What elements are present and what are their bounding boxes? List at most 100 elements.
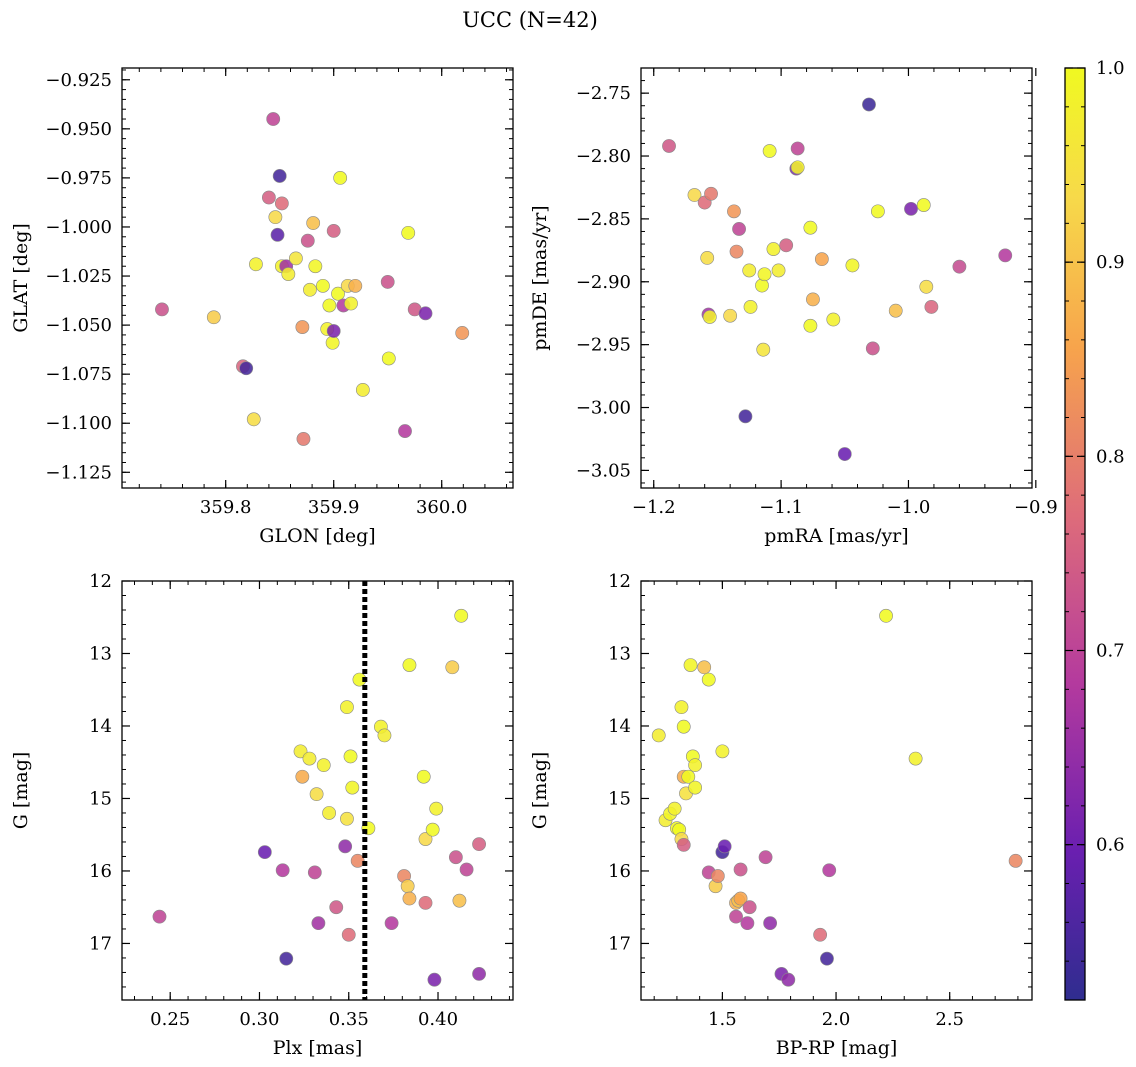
data-point [888,303,903,318]
data-point [738,409,753,424]
data-point [268,210,283,225]
x-tick-label: −0.9 [1014,497,1058,518]
x-tick-label: 1.5 [708,1009,737,1030]
data-point [316,278,330,293]
y-axis-label: GLAT [deg] [10,223,32,333]
colorbar: 0.6 0.7 0.8 0.9 1.0 [1064,58,1125,1001]
y-tick-label: 15 [89,788,112,809]
data-point [427,972,442,987]
data-point [322,806,337,820]
data-point [300,233,315,248]
data-point [700,250,715,265]
y-axis-label: G [mag] [10,752,32,830]
x-tick-label: 0.25 [150,1009,190,1030]
data-point [715,744,730,759]
data-point [400,879,415,894]
data-point [727,204,741,219]
y-tick-label: 13 [608,643,631,664]
data-point [845,258,860,273]
data-point [687,188,702,202]
y-tick-label: −2.90 [576,272,631,293]
minor-ticks [641,67,1032,488]
data-point [803,220,818,235]
data-point [384,916,399,931]
data-point [452,893,467,908]
data-point [326,223,341,238]
y-tick-label: −0.950 [45,119,112,140]
x-tick-label: −1.2 [632,497,676,518]
colorbar-tick-label: 0.8 [1096,446,1125,467]
data-point [766,242,781,256]
data-point [152,909,167,924]
colorbar-gradient [1065,68,1085,1000]
data-point [402,658,417,672]
data-point [306,216,321,230]
colorbar-tick-label: 0.7 [1096,641,1125,662]
data-point [206,310,221,325]
x-tick-label: 2.0 [822,1009,851,1030]
data-point [401,225,416,240]
data-point [676,837,691,852]
data-point [418,895,433,910]
data-point [261,190,276,205]
scatter-panel-2: −1.2 −1.1 −1.0 −0.9 −2.75 −2.80 −2.85 −2.90 −2.9… [529,67,1058,547]
scatter-panel-1: 359.8 359.9 360.0 −0.925 −0.950 −0.975 −1.000 −… [10,67,514,547]
data-point [295,320,310,334]
data-point [702,310,717,324]
data-point [338,839,353,854]
data-point [246,412,261,427]
data-point [688,758,703,773]
data-point [311,916,326,931]
data-point [814,252,829,267]
y-tick-label: 13 [89,643,112,664]
data-point [779,238,794,253]
data-point [756,342,771,357]
x-tick-label: 2.5 [935,1009,964,1030]
data-point [710,869,725,883]
data-point [683,658,698,672]
data-point [662,139,676,153]
y-tick-label: −1.025 [45,266,112,287]
y-axis-label: pmDE [mas/yr] [529,205,551,350]
data-points [662,97,1013,461]
data-point [837,447,852,461]
data-point [924,300,939,314]
y-tick-label: −0.975 [45,168,112,189]
y-tick-label: 12 [89,571,112,592]
data-point [308,259,323,274]
data-point [742,900,757,915]
data-point [1008,853,1023,868]
data-point [454,608,469,623]
data-point [270,227,285,242]
data-point [239,361,254,376]
data-points [152,581,486,1000]
data-point [418,832,433,846]
data-point [344,296,358,311]
data-point [295,769,310,784]
data-point [826,312,841,327]
data-point [806,292,820,307]
x-tick-label: −1.1 [759,497,803,518]
x-tick-label: −1.0 [887,497,931,518]
data-point [790,160,805,175]
data-point [316,758,331,773]
data-point [904,201,918,216]
data-point [651,728,666,743]
y-tick-label: 16 [89,861,112,882]
y-tick-label: −2.95 [576,335,631,356]
data-point [729,244,744,259]
data-point [325,335,340,350]
data-point [275,863,290,878]
y-tick-label: −0.925 [45,70,112,91]
x-axis-label: BP-RP [mag] [776,1037,898,1059]
data-point [813,927,828,942]
data-point [781,972,796,987]
data-point [333,171,348,185]
data-point [681,769,696,784]
y-tick-label: −1.000 [45,217,112,238]
data-point [307,865,322,880]
data-point [281,267,296,281]
data-point [908,751,923,766]
y-tick-label: 17 [89,933,112,954]
